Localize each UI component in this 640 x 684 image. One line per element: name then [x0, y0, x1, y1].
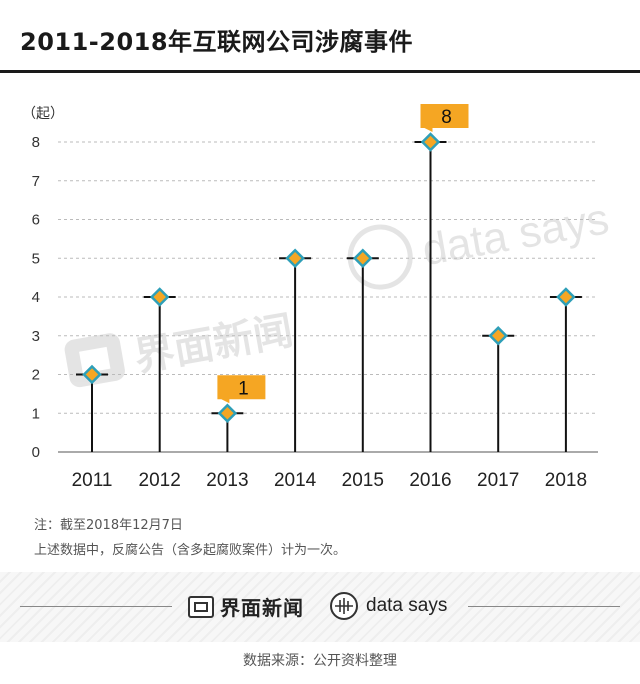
data-label: 1: [238, 378, 249, 399]
y-tick-label: 0: [32, 444, 40, 461]
y-tick-label: 1: [32, 405, 40, 422]
x-tick-label: 2016: [409, 470, 451, 491]
footer-divider-right: [468, 606, 620, 607]
x-tick-label: 2011: [72, 470, 113, 491]
y-tick-label: 7: [32, 173, 40, 190]
watermark-left-text: 界面新闻: [131, 309, 296, 380]
data-source: 数据来源：公开资料整理: [243, 653, 397, 669]
datasays-logo-icon: [330, 592, 358, 620]
callout-box: [217, 375, 266, 404]
x-tick-label: 2014: [274, 470, 317, 491]
data-marks: [76, 132, 582, 452]
jiemian-logo-text: 界面新闻: [220, 596, 304, 620]
x-tick-label: 2015: [342, 470, 384, 491]
x-tick-label: 2017: [477, 470, 519, 491]
callouts: 18: [217, 104, 469, 404]
y-tick-label: 4: [32, 289, 40, 306]
x-tick-label: 2018: [545, 470, 587, 491]
data-point: [285, 248, 305, 269]
data-point: [149, 287, 170, 307]
grid-lines: [58, 141, 598, 453]
x-axis: 2011 2012 2013 2014 2015 2016 2017 2018: [72, 470, 587, 491]
footer-divider-left: [20, 606, 172, 607]
note-date: 注：截至2018年12月7日: [34, 518, 183, 533]
jiemian-logo: 界面新闻: [188, 592, 304, 621]
data-point: [217, 403, 238, 424]
y-axis: 0 1 2 3 4 5 6 7 8: [32, 134, 40, 461]
data-point: [556, 287, 576, 307]
watermark: 界面新闻 data says: [64, 194, 613, 388]
data-point: [488, 325, 508, 346]
y-tick-label: 8: [32, 134, 40, 151]
data-label: 8: [441, 107, 452, 128]
y-axis-label: （起）: [22, 105, 64, 121]
data-point: [82, 364, 102, 385]
y-tick-label: 5: [32, 250, 40, 267]
title-rule: [0, 70, 640, 73]
x-tick-label: 2013: [206, 470, 248, 491]
data-point: [353, 248, 373, 269]
watermark-right-text: data says: [419, 194, 613, 275]
x-tick-label: 2012: [139, 470, 181, 491]
y-tick-label: 3: [32, 328, 40, 345]
footer-band: [0, 572, 640, 642]
chart-title: 2011-2018年互联网公司涉腐事件: [20, 28, 414, 56]
datasays-logo-text: data says: [366, 595, 448, 616]
note-rule: 上述数据中，反腐公告（含多起腐败案件）计为一次。: [34, 543, 347, 558]
y-tick-label: 2: [32, 367, 40, 384]
callout-box: [420, 104, 469, 132]
datasays-logo: data says: [330, 592, 447, 620]
y-tick-label: 6: [32, 212, 40, 229]
jiemian-logo-icon: [188, 595, 214, 618]
data-point: [420, 132, 441, 152]
